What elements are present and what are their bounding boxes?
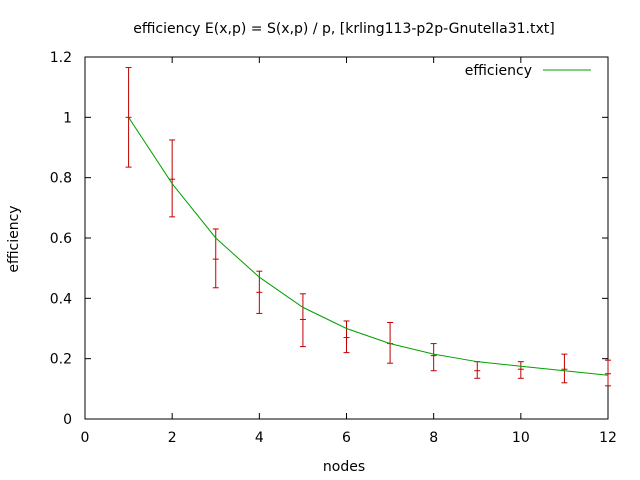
y-tick-label: 0.8 (50, 171, 72, 187)
x-tick-label: 2 (168, 430, 177, 446)
y-tick-label: 0 (63, 412, 72, 428)
legend-label: efficiency (465, 63, 532, 79)
x-tick-label: 10 (512, 430, 530, 446)
chart-title: efficiency E(x,p) = S(x,p) / p, [krling1… (133, 21, 554, 37)
y-axis-label: efficiency (6, 205, 22, 272)
y-tick-label: 0.6 (50, 231, 72, 247)
y-tick-label: 0.4 (50, 291, 72, 307)
y-tick-label: 1.2 (50, 50, 72, 66)
x-tick-label: 6 (342, 430, 351, 446)
x-axis-label: nodes (323, 459, 365, 475)
x-tick-label: 4 (255, 430, 264, 446)
plot-frame (84, 56, 609, 420)
series-lines (128, 117, 609, 376)
y-tick-label: 1 (63, 110, 72, 126)
axis-ticks: 0 2 4 6 8 10 12 0 0.2 0.4 0.6 0.8 1 1.2 (50, 50, 617, 446)
legend: efficiency (465, 63, 591, 79)
x-tick-label: 12 (599, 430, 617, 446)
efficiency-line (128, 117, 609, 376)
error-bars (125, 67, 611, 387)
y-tick-label: 0.2 (50, 352, 72, 368)
x-tick-label: 0 (81, 430, 90, 446)
x-tick-label: 8 (429, 430, 438, 446)
